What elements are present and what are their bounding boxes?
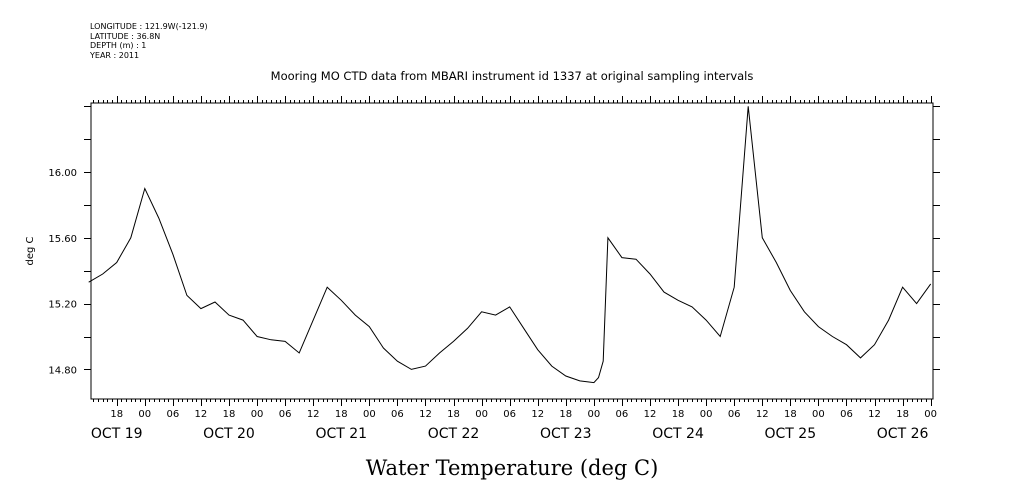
x-tick-label: 12	[307, 409, 320, 420]
x-day-label: OCT 24	[652, 426, 704, 442]
x-day-label: OCT 22	[428, 426, 480, 442]
y-tick-label: 15.60	[48, 234, 77, 245]
x-tick-label: 18	[335, 409, 348, 420]
x-tick-label: 06	[503, 409, 516, 420]
y-tick-label: 14.80	[48, 365, 77, 376]
plot-frame	[90, 102, 934, 400]
x-tick-label: 00	[924, 409, 937, 420]
x-tick-label: 18	[559, 409, 572, 420]
x-tick-label: 12	[644, 409, 657, 420]
x-tick-label: 06	[279, 409, 292, 420]
latitude-label: LATITUDE : 36.8N	[90, 31, 161, 41]
station-metadata: LONGITUDE : 121.9W(-121.9) LATITUDE : 36…	[90, 22, 208, 60]
axis-ticks	[84, 96, 940, 406]
x-tick-label: 12	[868, 409, 881, 420]
x-tick-label: 00	[138, 409, 151, 420]
x-tick-label: 00	[812, 409, 825, 420]
series-line-water-temperature	[88, 106, 932, 384]
x-tick-label: 00	[587, 409, 600, 420]
depth-label: DEPTH (m) : 1	[90, 41, 147, 50]
x-day-label: OCT 20	[203, 426, 255, 442]
x-tick-label: 18	[896, 409, 909, 420]
x-tick-label: 12	[195, 409, 208, 420]
y-tick-label: 16.00	[48, 168, 77, 179]
x-tick-label: 00	[700, 409, 713, 420]
x-tick-label: 06	[616, 409, 629, 420]
x-tick-label: 18	[223, 409, 236, 420]
x-tick-label: 06	[728, 409, 741, 420]
x-tick-label: 12	[756, 409, 769, 420]
longitude-label: LONGITUDE : 121.9W(-121.9)	[90, 22, 208, 31]
chart-title: Mooring MO CTD data from MBARI instrumen…	[271, 69, 754, 83]
x-tick-label: 06	[840, 409, 853, 420]
x-tick-label: 00	[251, 409, 264, 420]
x-tick-label: 06	[166, 409, 179, 420]
x-day-label: OCT 26	[877, 426, 929, 442]
x-tick-label: 18	[447, 409, 460, 420]
x-day-label: OCT 25	[765, 426, 817, 442]
x-tick-label: 00	[475, 409, 488, 420]
year-label: YEAR : 2011	[90, 50, 140, 60]
y-tick-label: 15.20	[48, 300, 77, 311]
axis-tick-labels: 18 OCT 19 00 06 12 18 OCT 20 00 06 12 18 OCT 21 00 06…	[48, 168, 937, 442]
x-tick-label: 18	[672, 409, 685, 420]
x-day-label: OCT 23	[540, 426, 592, 442]
x-day-label: OCT 21	[315, 426, 367, 442]
x-tick-label: 06	[391, 409, 404, 420]
x-tick-label: 00	[363, 409, 376, 420]
x-axis-label: Water Temperature (deg C)	[366, 456, 659, 480]
y-axis-label: deg C	[25, 236, 36, 265]
x-tick-label: 18	[784, 409, 797, 420]
x-day-label: OCT 19	[91, 426, 143, 442]
x-tick-label: 12	[531, 409, 544, 420]
x-tick-label: 12	[419, 409, 432, 420]
x-tick-label: 18	[110, 409, 123, 420]
